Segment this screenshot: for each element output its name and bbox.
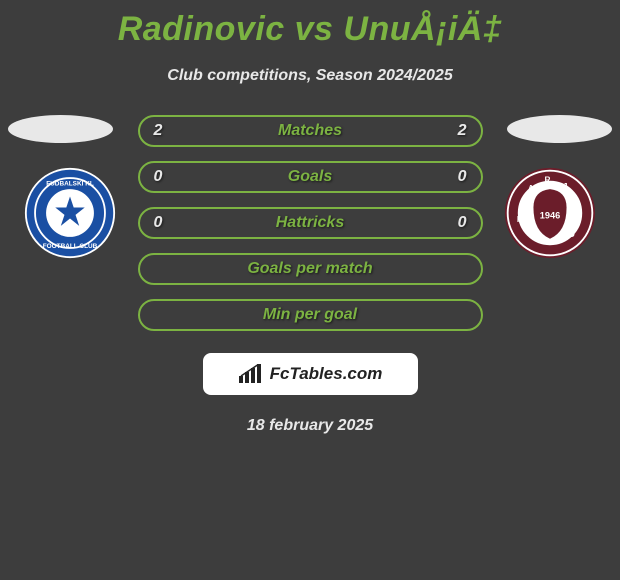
stat-rows: 2 Matches 2 0 Goals 0 0 Hattricks 0 Goal… [138,115,483,331]
svg-text:E: E [572,197,578,206]
stat-left-value: 2 [154,122,163,140]
stat-row-hattricks: 0 Hattricks 0 [138,207,483,239]
stat-row-goals: 0 Goals 0 [138,161,483,193]
stat-left-value: 0 [154,168,163,186]
svg-text:V: V [575,213,581,222]
stat-row-min-per-goal: Min per goal [138,299,483,331]
svg-text:FUDBALSKI KL: FUDBALSKI KL [46,180,94,187]
club-badge-right: 1946 S A R J E V O FK [504,167,596,259]
stat-left-value: 0 [154,214,163,232]
svg-text:S: S [522,199,528,208]
stat-right-value: 0 [458,214,467,232]
svg-text:J: J [563,182,568,191]
page-title: Radinovic vs UnuÅ¡iÄ‡ [0,0,620,49]
stat-label: Min per goal [263,306,357,324]
date-line: 18 february 2025 [0,417,620,435]
stat-label: Matches [278,122,342,140]
stat-label: Goals per match [247,260,372,278]
stats-area: FUDBALSKI KL FOOTBALL CLUB 1946 S A R J … [0,115,620,435]
brand-box: FcTables.com [203,353,418,395]
stat-right-value: 0 [458,168,467,186]
svg-text:1946: 1946 [540,211,560,221]
player-placeholder-left [8,115,113,143]
bar-chart-icon [238,364,264,384]
stat-row-goals-per-match: Goals per match [138,253,483,285]
stat-label: Hattricks [276,214,344,232]
stat-right-value: 2 [458,122,467,140]
stat-label: Goals [288,168,332,186]
svg-text:A: A [528,184,534,193]
subtitle: Club competitions, Season 2024/2025 [0,67,620,85]
club-badge-left: FUDBALSKI KL FOOTBALL CLUB [24,167,116,259]
svg-text:O: O [568,230,575,239]
stat-row-matches: 2 Matches 2 [138,115,483,147]
brand-text: FcTables.com [270,364,383,384]
svg-text:R: R [544,176,550,185]
svg-text:FOOTBALL CLUB: FOOTBALL CLUB [43,243,98,250]
svg-text:FK: FK [517,215,528,224]
player-placeholder-right [507,115,612,143]
